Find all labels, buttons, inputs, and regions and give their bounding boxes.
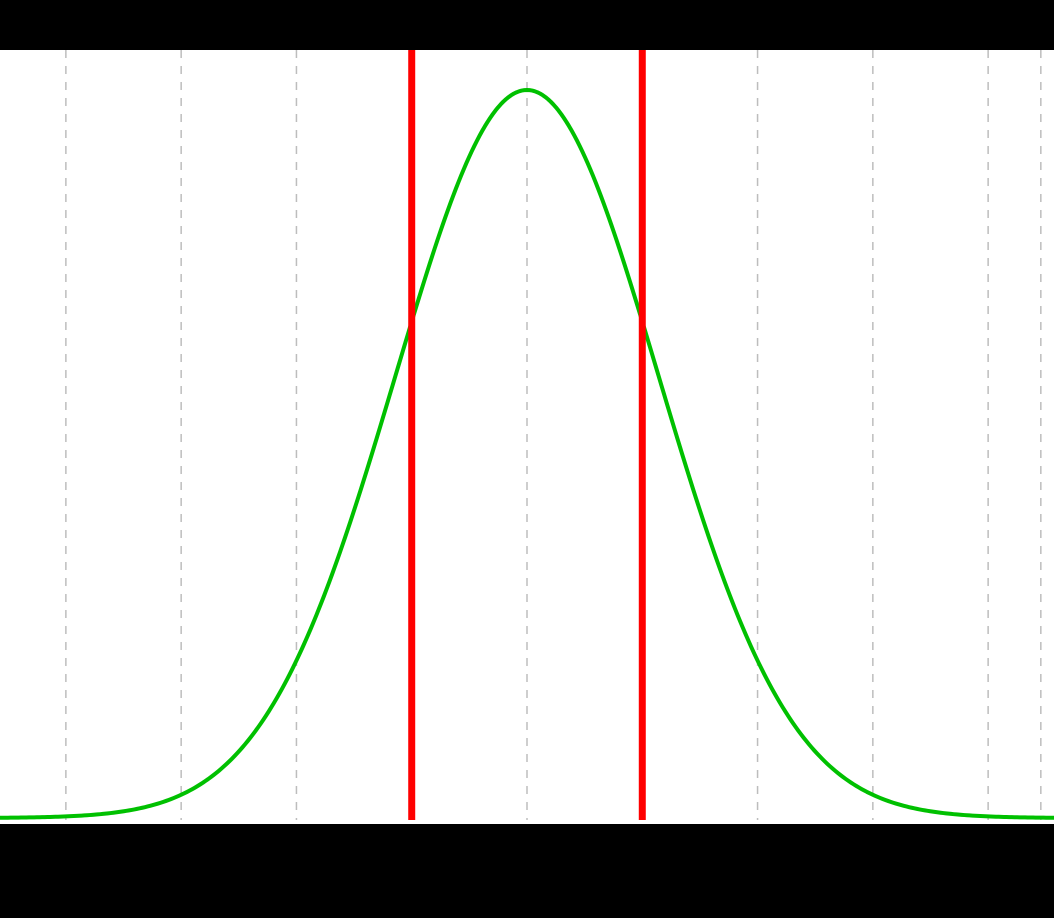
top-band bbox=[0, 0, 1054, 50]
normal-distribution-chart bbox=[0, 0, 1054, 918]
bottom-band bbox=[0, 824, 1054, 918]
chart-svg bbox=[0, 0, 1054, 918]
